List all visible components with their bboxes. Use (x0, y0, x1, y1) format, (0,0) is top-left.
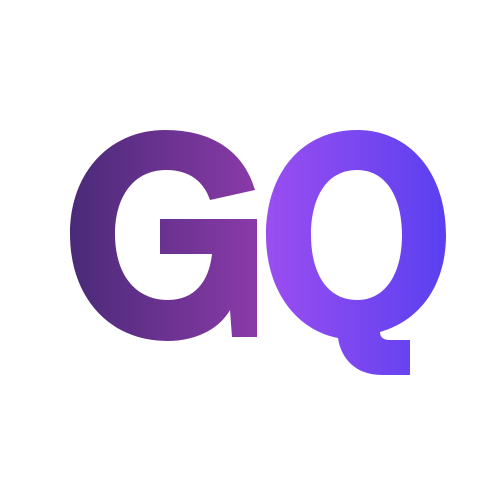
logo-letter-q (266, 130, 446, 375)
logo-letter-g (70, 130, 257, 341)
